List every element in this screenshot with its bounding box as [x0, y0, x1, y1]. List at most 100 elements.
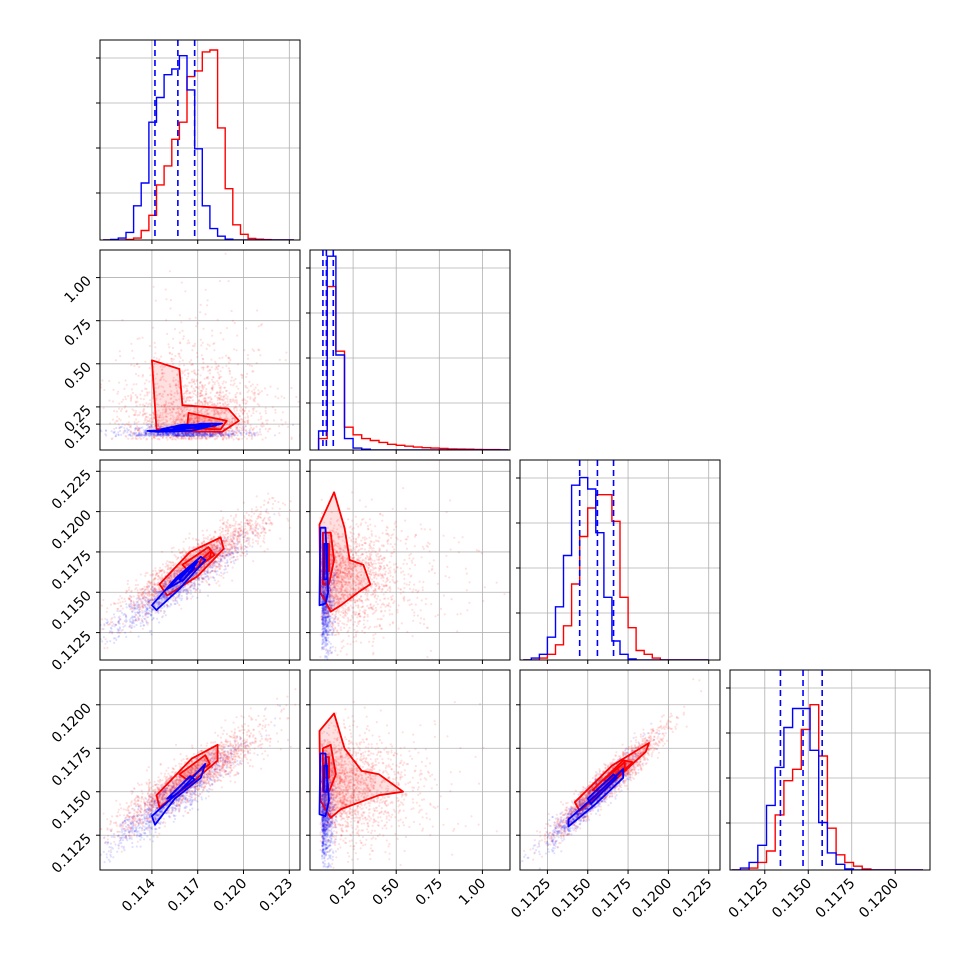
sample-point — [216, 419, 219, 423]
sample-point — [219, 564, 222, 567]
sample-point — [195, 373, 198, 376]
sample-point — [170, 575, 173, 578]
sample-point — [184, 436, 187, 440]
sample-point — [246, 386, 249, 389]
sample-point — [278, 514, 281, 517]
sample-point — [212, 408, 215, 412]
sample-point — [236, 538, 239, 541]
sample-point — [234, 520, 237, 523]
sample-point — [217, 580, 220, 583]
sample-point — [203, 434, 206, 437]
sample-point — [165, 415, 169, 418]
sample-point — [224, 554, 227, 557]
sample-point — [211, 433, 214, 436]
sample-point — [201, 541, 204, 544]
sample-point — [250, 515, 253, 518]
sample-point — [227, 540, 230, 543]
sample-point — [201, 553, 204, 556]
sample-point — [176, 436, 179, 439]
sample-point — [216, 379, 219, 383]
sample-point — [157, 575, 160, 578]
sample-point — [212, 432, 215, 435]
sample-point — [165, 583, 168, 586]
sample-point — [202, 576, 205, 579]
sample-point — [241, 375, 244, 378]
sample-point — [172, 418, 175, 421]
sample-point — [157, 437, 160, 441]
sample-point — [246, 537, 249, 540]
sample-point — [143, 617, 146, 620]
sample-point — [141, 373, 145, 377]
sample-point — [246, 354, 250, 357]
sample-point — [221, 530, 224, 533]
sample-point — [168, 383, 171, 386]
sample-point — [195, 433, 198, 436]
sample-point — [174, 599, 177, 602]
sample-point — [118, 427, 121, 430]
sample-point — [179, 551, 182, 554]
sample-point — [196, 436, 199, 439]
sample-point — [183, 588, 186, 592]
sample-point — [160, 404, 163, 407]
sample-point — [205, 387, 208, 391]
sample-point — [122, 430, 125, 433]
sample-point — [237, 531, 240, 534]
sample-point — [157, 385, 161, 388]
sample-point — [205, 556, 208, 559]
sample-point — [235, 423, 238, 427]
sample-point — [147, 580, 151, 583]
sample-point — [190, 432, 193, 435]
sample-point — [118, 627, 121, 630]
sample-point — [111, 616, 114, 620]
sample-point — [144, 432, 147, 435]
sample-point — [203, 564, 206, 567]
sample-point — [151, 593, 154, 597]
sample-point — [162, 434, 165, 437]
sample-point — [192, 435, 195, 438]
sample-point — [192, 410, 195, 413]
sample-point — [235, 349, 238, 352]
sample-point — [219, 548, 222, 551]
sample-point — [199, 589, 202, 592]
sample-point — [187, 437, 190, 440]
sample-point — [182, 567, 185, 571]
sample-point — [176, 373, 179, 376]
sample-point — [252, 412, 255, 415]
sample-point — [150, 424, 153, 427]
sample-point — [206, 409, 209, 412]
sample-point — [200, 566, 203, 569]
sample-point — [163, 595, 166, 598]
sample-point — [144, 430, 147, 433]
sample-point — [154, 590, 157, 593]
sample-point — [159, 435, 162, 438]
sample-point — [147, 432, 150, 436]
sample-point — [141, 602, 144, 605]
sample-point — [171, 433, 174, 436]
sample-point — [199, 437, 202, 440]
sample-point — [185, 408, 188, 411]
sample-point — [248, 544, 251, 547]
sample-point — [188, 419, 191, 422]
sample-point — [188, 433, 191, 437]
sample-point — [198, 432, 201, 435]
sample-point — [277, 500, 280, 504]
sample-point — [161, 576, 164, 580]
sample-point — [148, 580, 151, 583]
sample-point — [235, 431, 238, 434]
sample-point — [242, 428, 245, 432]
sample-point — [151, 598, 154, 602]
sample-point — [199, 400, 203, 403]
sample-point — [144, 430, 147, 433]
sample-point — [223, 541, 227, 544]
sample-point — [221, 522, 225, 525]
sample-point — [105, 434, 108, 437]
sample-point — [150, 593, 153, 597]
sample-point — [219, 554, 222, 557]
sample-point — [208, 432, 211, 436]
sample-point — [227, 429, 230, 433]
sample-point — [207, 414, 210, 417]
sample-point — [178, 434, 181, 437]
sample-point — [218, 432, 221, 435]
sample-point — [172, 576, 176, 579]
sample-point — [227, 432, 230, 435]
